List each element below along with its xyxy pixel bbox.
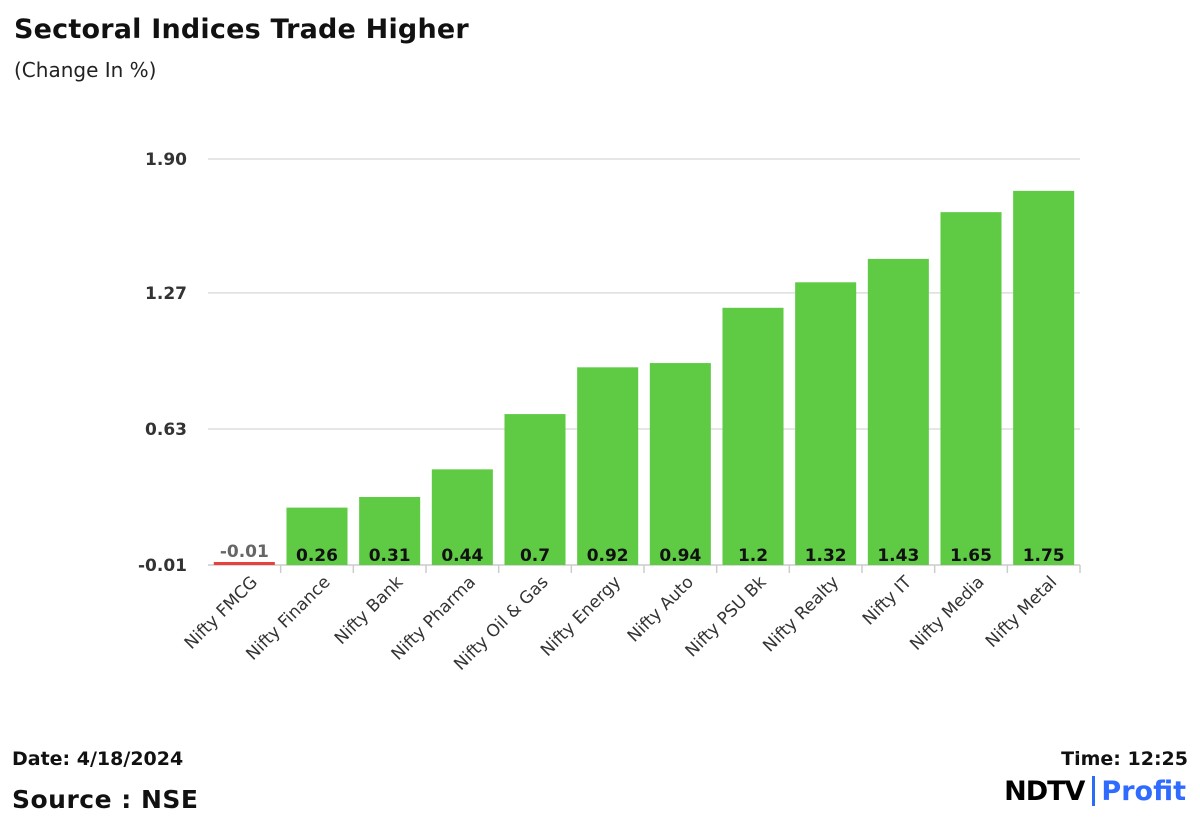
data-label: 0.31 [369,546,411,566]
x-category-label: Nifty Bank [331,572,407,648]
y-tick-label: 1.27 [145,284,187,304]
data-label: 0.7 [520,546,550,566]
brand-profit-text: Profit [1101,775,1186,807]
bar [795,282,857,565]
bar [213,562,275,565]
x-category-label: Nifty Media [906,572,988,654]
footer-date: Date: 4/18/2024 [12,748,184,770]
bar [431,469,493,565]
chart-title: Sectoral Indices Trade Higher [14,14,469,45]
bar [504,414,566,565]
brand-logo: NDTV Profit [1004,774,1186,808]
y-tick-label: -0.01 [138,556,187,576]
bar [359,496,421,565]
data-label: 1.65 [950,546,992,566]
data-label: 0.94 [659,546,701,566]
y-tick-label: 0.63 [145,420,187,440]
data-label: 0.26 [296,546,338,566]
data-label: 1.2 [738,546,768,566]
data-label: -0.01 [220,542,269,562]
x-category-label: Nifty FMCG [181,572,262,653]
data-label: 1.32 [805,546,847,566]
bar [286,507,348,565]
footer-source: Source : NSE [12,785,199,814]
chart-subtitle: (Change In %) [14,58,157,82]
bar [1013,190,1075,565]
x-category-label: Nifty Metal [982,572,1061,651]
bar [577,367,639,565]
bar [940,212,1002,565]
x-category-label: Nifty Realty [759,572,843,656]
brand-separator [1092,776,1096,806]
footer-time: Time: 12:25 [1061,748,1188,770]
data-label: 0.92 [587,546,629,566]
brand-ndtv-text: NDTV [1004,775,1085,807]
y-tick-label: 1.90 [145,150,187,170]
data-label: 1.75 [1023,546,1065,566]
bar [649,363,711,565]
x-category-label: Nifty Auto [624,572,698,646]
bar [722,307,784,565]
x-category-label: Nifty IT [859,572,916,629]
data-label: 0.44 [441,546,483,566]
bar [867,258,929,565]
data-label: 1.43 [877,546,919,566]
